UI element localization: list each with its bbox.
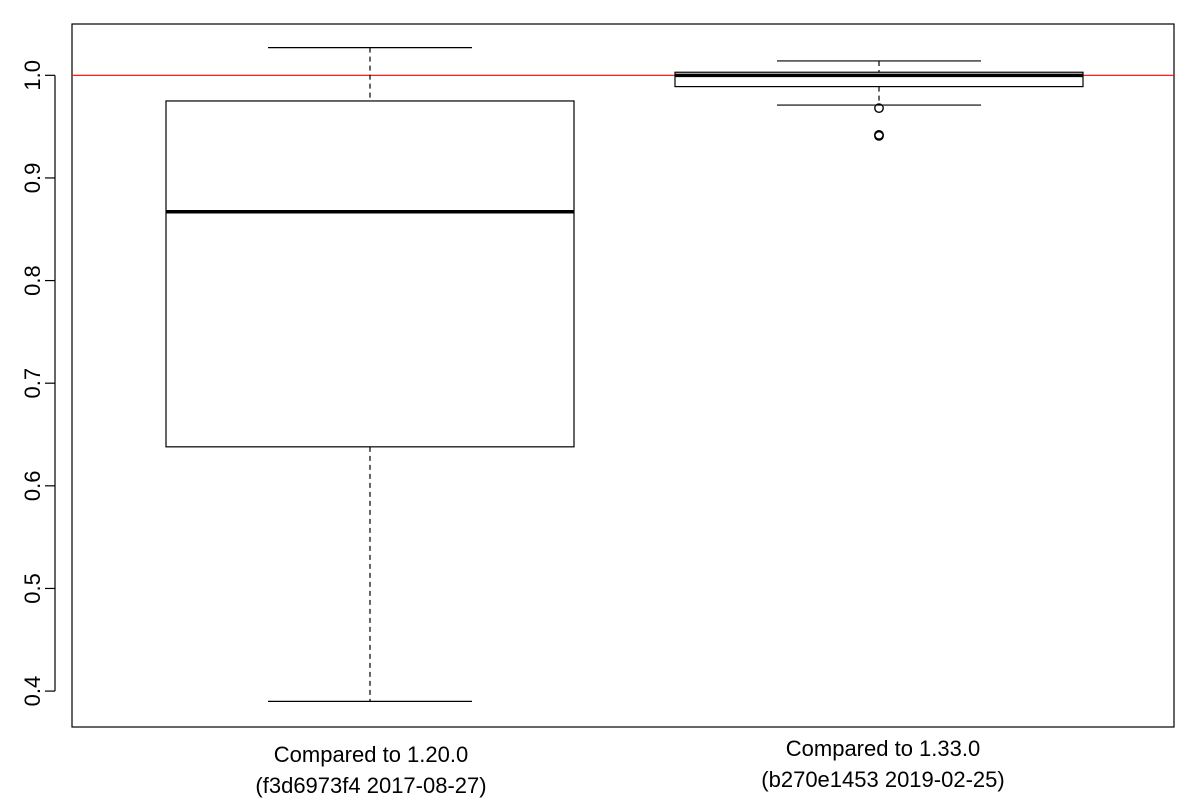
x-category-label-line2: (f3d6973f4 2017-08-27) [255, 773, 486, 798]
y-tick-label: 0.6 [20, 471, 45, 502]
y-tick-label: 0.5 [20, 573, 45, 604]
y-tick-label: 0.7 [20, 368, 45, 399]
x-axis: Compared to 1.20.0 (f3d6973f4 2017-08-27)… [255, 736, 1004, 798]
y-tick-label: 0.4 [20, 676, 45, 707]
y-axis: 0.4 0.5 0.6 0.7 0.8 0.9 1.0 [20, 60, 56, 707]
box-group-2 [674, 60, 1084, 141]
plot-border [71, 23, 1175, 728]
outlier-point [874, 103, 884, 114]
x-category-label-line1: Compared to 1.20.0 [274, 742, 468, 767]
outlier-point [874, 130, 884, 141]
box-iqr [165, 100, 575, 448]
x-category-label-line1: Compared to 1.33.0 [786, 736, 980, 761]
y-tick-label: 0.9 [20, 163, 45, 194]
box-group-1 [165, 47, 575, 702]
y-tick-label: 0.8 [20, 265, 45, 296]
x-category-label-line2: (b270e1453 2019-02-25) [761, 767, 1004, 792]
y-tick-label: 1.0 [20, 60, 45, 91]
box-layer [165, 47, 1084, 702]
